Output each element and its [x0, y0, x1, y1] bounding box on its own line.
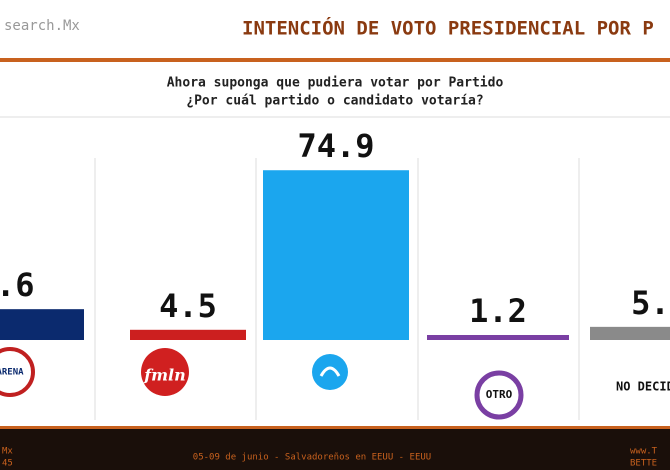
category-label: ARENA [0, 368, 24, 378]
footer-right: www.T [630, 447, 658, 457]
footer-rule [0, 426, 670, 429]
bar [427, 335, 569, 340]
bar [0, 309, 84, 340]
subtitle: Ahora suponga que pudiera votar por Part… [167, 76, 504, 91]
footer-right: BETTE [630, 459, 657, 469]
value-label: 74.9 [297, 127, 374, 165]
footer-left: 45 [2, 459, 13, 469]
value-label: 5.8 [631, 284, 670, 322]
value-label: 1.2 [469, 292, 527, 330]
bar [130, 329, 246, 340]
category-label: fmln [143, 366, 186, 385]
logo-mark [319, 366, 341, 377]
logo [141, 348, 189, 396]
value-label: 4.5 [159, 287, 217, 325]
column-separators [94, 158, 580, 420]
bar [263, 170, 409, 340]
title: INTENCIÓN DE VOTO PRESIDENCIAL POR P [242, 16, 654, 40]
subtitle: ¿Por cuál partido o candidato votaría? [186, 94, 483, 109]
footer-center: 05-09 de junio - Salvadoreños en EEUU - … [193, 453, 431, 463]
footer-left: Mx [2, 447, 13, 457]
category-label: NO DECIDE [616, 380, 670, 394]
logo [312, 354, 348, 390]
bar [590, 326, 670, 340]
value-label: 13.6 [0, 266, 35, 304]
header-rule [0, 58, 670, 62]
logo [0, 347, 35, 397]
category-label: OTRO [486, 388, 513, 401]
footer-band [0, 428, 670, 470]
brand: search.Mx [4, 18, 80, 34]
logo [474, 370, 524, 420]
